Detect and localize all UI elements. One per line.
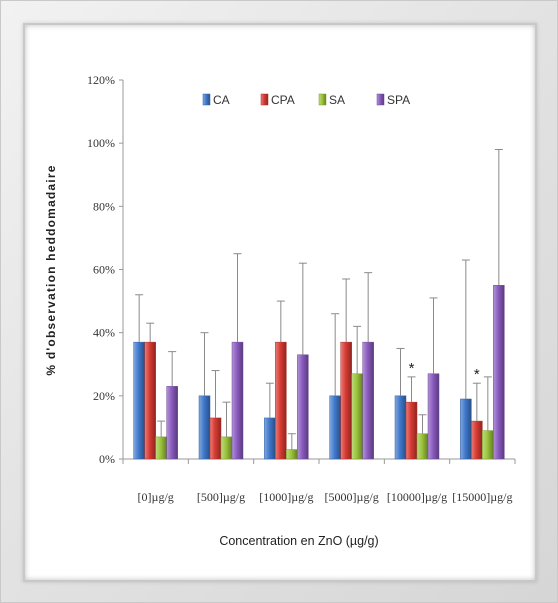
y-axis-title-group: % d'observation heddomadaire xyxy=(44,164,58,375)
y-tick-label: 60% xyxy=(93,263,115,277)
x-tick-label: [15000]µg/g xyxy=(452,490,512,504)
significance-marker: * xyxy=(409,360,415,377)
bar-sa xyxy=(351,373,363,460)
legend-swatch-spa xyxy=(376,93,385,106)
axes: 0% 20% 40% 60% 80% 100% 120% [0]µg/g [500]µg/g [1… xyxy=(87,73,516,504)
legend-swatch-ca xyxy=(202,93,211,106)
bar-sa xyxy=(286,449,298,460)
bar-spa xyxy=(427,373,440,460)
bar-cpa xyxy=(209,417,222,460)
bar-sa xyxy=(220,436,233,460)
bar-ca xyxy=(198,395,211,460)
bar-ca xyxy=(394,395,407,460)
bar-cpa xyxy=(405,401,418,460)
y-tick-label: 120% xyxy=(87,73,115,87)
bar-chart: % d'observation heddomadaire 0% 20% 40% 60%… xyxy=(44,73,516,548)
bar-spa xyxy=(231,341,244,460)
y-axis-title: % d'observation heddomadaire xyxy=(44,164,58,375)
bar-sa xyxy=(155,436,167,460)
legend: CA CPA SA SPA xyxy=(202,93,410,107)
y-tick-label: 40% xyxy=(93,326,115,340)
bar-cpa xyxy=(471,420,483,460)
bar-sa xyxy=(482,430,494,460)
bar-cpa xyxy=(144,341,156,460)
bar-ca xyxy=(133,341,145,460)
x-tick-label: [500]µg/g xyxy=(197,490,245,504)
bar-spa xyxy=(362,341,374,460)
error-bars xyxy=(135,148,503,450)
bar-spa xyxy=(493,285,505,460)
annotations: * * xyxy=(409,360,480,383)
legend-swatch-cpa xyxy=(260,93,269,106)
x-axis-title: Concentration en ZnO (µg/g) xyxy=(219,534,378,548)
legend-label-cpa: CPA xyxy=(271,93,295,107)
x-tick-label: [10000]µg/g xyxy=(387,490,447,504)
bar-ca xyxy=(460,398,472,460)
significance-marker: * xyxy=(474,366,480,383)
bars xyxy=(133,285,505,460)
bar-spa xyxy=(166,386,178,460)
legend-label-sa: SA xyxy=(329,93,345,107)
legend-label-ca: CA xyxy=(213,93,230,107)
y-tick-label: 0% xyxy=(99,452,115,466)
y-tick-label: 80% xyxy=(93,199,115,213)
bar-cpa xyxy=(275,341,287,460)
chart-panel: % d'observation heddomadaire 0% 20% 40% 60%… xyxy=(23,23,537,582)
bar-ca xyxy=(264,417,276,460)
x-tick-label: [0]µg/g xyxy=(138,490,174,504)
legend-swatch-sa xyxy=(318,93,327,106)
y-tick-label: 20% xyxy=(93,389,115,403)
x-tick-label: [1000]µg/g xyxy=(259,490,313,504)
legend-label-spa: SPA xyxy=(387,93,410,107)
bar-cpa xyxy=(340,341,352,460)
bar-ca xyxy=(329,395,341,460)
bar-sa xyxy=(416,433,429,460)
bar-spa xyxy=(297,354,309,460)
x-tick-label: [5000]µg/g xyxy=(325,490,379,504)
y-tick-label: 100% xyxy=(87,136,115,150)
